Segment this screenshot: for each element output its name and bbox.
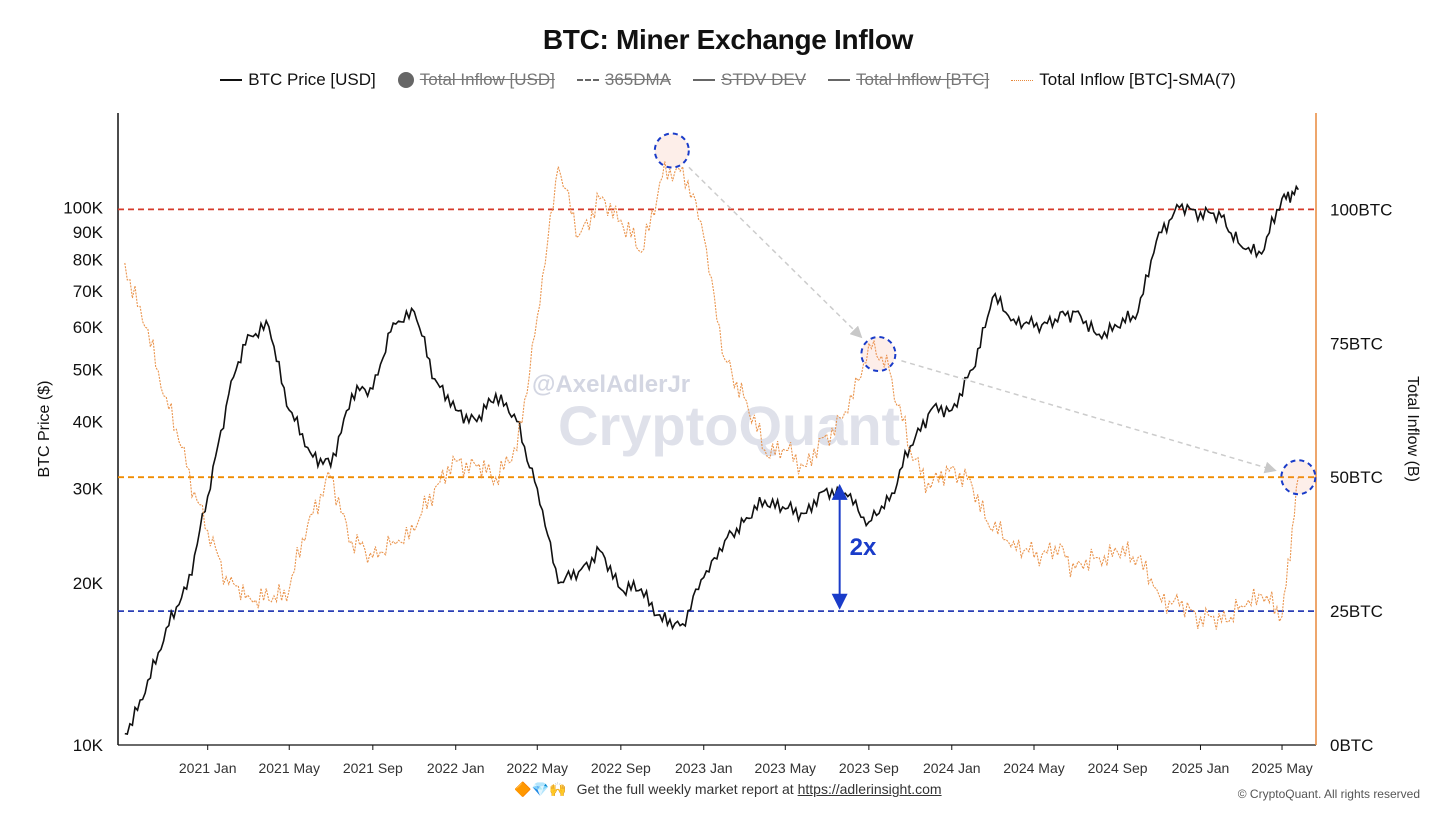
watermark-brand: CryptoQuant [558,394,900,457]
y-tick-label: 10K [73,736,104,755]
legend-label: Total Inflow [USD] [419,70,555,89]
y2-tick-label: 75BTC [1330,334,1383,353]
legend-item[interactable]: Total Inflow [BTC]-SMA(7) [1011,70,1236,90]
y-tick-label: 70K [73,282,104,301]
y2-tick-label: 50BTC [1330,468,1383,487]
x-tick-label: 2021 Jan [179,760,237,776]
legend-line-icon [828,79,851,81]
x-tick-label: 2023 Sep [839,760,899,776]
legend-dot-icon [397,72,414,88]
x-tick-label: 2022 Jan [427,760,485,776]
x-tick-label: 2023 May [755,760,816,776]
legend-item[interactable]: STDV DEV [693,70,806,90]
y-tick-label: 30K [73,480,104,499]
legend-label: BTC Price [USD] [248,70,376,89]
legend-line-icon [576,79,599,81]
y-axis-label: BTC Price ($) [36,381,53,478]
series-group [124,161,1299,736]
footer-emoji-icons: 🔶💎🙌 [514,781,567,797]
x-tick-label: 2023 Jan [675,760,733,776]
legend-item[interactable]: Total Inflow [BTC] [828,70,989,90]
series-line-btc-price [124,184,1299,736]
legend-line-icon [1011,79,1034,81]
y2-tick-label: 100BTC [1330,200,1392,219]
legend-label: Total Inflow [BTC]-SMA(7) [1039,70,1236,89]
x-tick-label: 2022 May [507,760,568,776]
legend-label: 365DMA [604,70,672,89]
trend-arrow [688,166,863,339]
x-tick-label: 2021 Sep [343,760,403,776]
watermark-handle: @AxelAdlerJr [532,371,690,398]
trend-arrow [901,360,1277,474]
axes: 2021 Jan 2021 May 2021 Sep 2022 Jan 2022 May… [36,113,1421,776]
x-tick-label: 2024 Sep [1088,760,1148,776]
x-tick-label: 2024 May [1003,760,1064,776]
annotations: 2x [653,132,1317,610]
y-tick-label: 100K [63,199,103,218]
series-line-inflow-sma [124,161,1299,630]
y-tick-label: 80K [73,251,104,270]
chart-title: BTC: Miner Exchange Inflow [542,24,914,55]
footer-text: Get the full weekly market report at [576,781,794,797]
highlight-circle [1280,459,1317,496]
legend-item[interactable]: 365DMA [576,70,672,90]
annotation-label: 2x [850,534,877,561]
x-tick-label: 2024 Jan [923,760,981,776]
highlight-circle [653,132,690,169]
x-tick-label: 2022 Sep [591,760,651,776]
footer: 🔶💎🙌 Get the full weekly market report at… [0,781,1456,798]
legend-label: STDV DEV [721,70,807,89]
legend-label: Total Inflow [BTC] [856,70,990,89]
footer-link[interactable]: https://adlerinsight.com [797,781,942,797]
y-tick-label: 50K [73,360,104,379]
copyright: © CryptoQuant. All rights reserved [1237,787,1420,801]
y2-tick-label: 25BTC [1330,602,1383,621]
x-tick-label: 2025 May [1251,760,1312,776]
y2-tick-label: 0BTC [1330,736,1373,755]
highlight-circle [860,336,897,373]
y-tick-label: 20K [73,574,104,593]
legend-line-icon [220,79,243,81]
x-tick-label: 2021 May [258,760,319,776]
y-tick-label: 60K [73,318,104,337]
y-tick-label: 90K [73,223,104,242]
y2-axis-label: Total Inflow (B) [1404,376,1421,482]
legend: BTC Price [USD] Total Inflow [USD] 365DMA S… [0,70,1456,90]
x-tick-label: 2025 Jan [1172,760,1230,776]
y-tick-label: 40K [73,412,104,431]
legend-line-icon [693,79,716,81]
legend-item[interactable]: BTC Price [USD] [220,70,376,90]
legend-item[interactable]: Total Inflow [USD] [397,70,555,90]
